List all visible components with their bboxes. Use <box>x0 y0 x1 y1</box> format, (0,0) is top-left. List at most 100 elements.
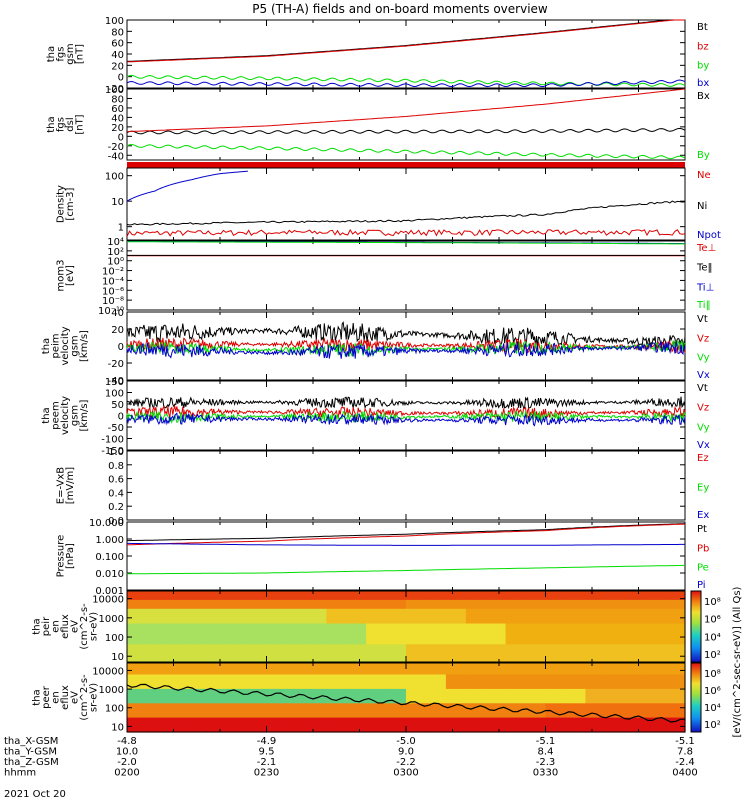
spectrogram-cell <box>585 694 606 699</box>
spectrogram-cell <box>665 717 686 722</box>
spectrogram-cell <box>366 653 387 657</box>
legend-entry: Vx <box>697 370 710 381</box>
spectrogram-cell <box>505 653 527 657</box>
spectrogram-cell <box>246 729 268 733</box>
spectrogram-cell <box>186 644 208 648</box>
spectrogram-cell <box>127 720 148 724</box>
spectrogram-cell <box>605 671 626 676</box>
spectrogram-cell <box>366 677 387 681</box>
series-bz <box>126 19 685 63</box>
spectrogram-cell <box>286 617 307 622</box>
spectrogram-cell <box>565 650 586 654</box>
spectrogram-cell <box>665 671 686 676</box>
spectrogram-cell <box>146 647 168 651</box>
series-Ni <box>126 200 686 226</box>
spectrogram-cell <box>445 608 467 613</box>
spectrogram-cell <box>665 638 686 642</box>
spectrogram-cell <box>645 709 666 713</box>
spectrogram-cell <box>505 611 527 616</box>
spectrogram-cell <box>127 659 148 663</box>
spectrogram-cell <box>306 683 327 687</box>
spectrogram-cell <box>485 720 507 724</box>
spectrogram-cell <box>645 591 666 595</box>
spectrogram-cell <box>605 602 626 607</box>
spectrogram-cell <box>665 605 686 610</box>
spectrogram-cell <box>406 726 427 730</box>
spectrogram-cell <box>186 602 208 607</box>
spectrogram-cell <box>585 668 606 673</box>
legend-entry: Pb <box>697 543 709 554</box>
legend-entry: By <box>697 150 710 161</box>
ephemeris-value: 0200 <box>114 768 139 779</box>
spectrogram-cell <box>127 656 148 660</box>
spectrogram-cell <box>445 620 467 625</box>
spectrogram-cell <box>266 617 287 622</box>
ephemeris-value: -5.1 <box>675 736 695 747</box>
spectrogram-cell <box>186 623 208 628</box>
spectrogram-cell <box>425 591 447 595</box>
spectrogram-cell <box>326 591 347 595</box>
spectrogram-cell <box>346 641 367 645</box>
spectrogram-cell <box>485 714 507 719</box>
spectrogram-cell <box>346 647 367 651</box>
spectrogram-cell <box>625 694 646 699</box>
spectrogram-cell <box>545 674 566 678</box>
spectrogram-cell <box>226 620 248 625</box>
spectrogram-cell <box>306 668 327 673</box>
spectrogram-cell <box>326 650 347 654</box>
spectrogram-cell <box>585 706 606 710</box>
spectrogram-cell <box>366 694 387 699</box>
spectrogram-cell <box>206 697 228 701</box>
y-tick-label: 50 <box>111 400 124 411</box>
spectrogram-cell <box>146 677 168 681</box>
spectrogram-cell <box>505 694 527 699</box>
spectrogram-cell <box>645 617 666 622</box>
spectrogram-cell <box>146 711 168 716</box>
spectrogram-cell <box>406 723 427 727</box>
spectrogram-cell <box>386 594 407 598</box>
spectrogram-cell <box>645 659 666 663</box>
spectrogram-cell <box>645 700 666 704</box>
spectrogram-cell <box>306 691 327 696</box>
spectrogram-cell <box>525 623 547 628</box>
series-Vy <box>126 339 686 358</box>
spectrogram-cell <box>485 677 507 681</box>
y-tick-label: 0.4 <box>108 488 124 499</box>
spectrogram-cell <box>166 594 188 598</box>
spectrogram-cell <box>386 614 407 619</box>
spectrogram-cell <box>286 594 307 598</box>
spectrogram-cell <box>286 644 307 648</box>
spectrogram-cell <box>425 726 447 730</box>
spectrogram-cell <box>645 680 666 684</box>
spectrogram-cell <box>366 683 387 687</box>
spectrogram-cell <box>226 605 248 610</box>
spectrogram-cell <box>406 650 427 654</box>
spectrogram-cell <box>386 677 407 681</box>
spectrogram-cell <box>326 697 347 701</box>
spectrogram-cell <box>605 720 626 724</box>
colorbar <box>690 590 702 663</box>
spectrogram-cell <box>565 653 586 657</box>
spectrogram-cell <box>425 629 447 634</box>
spectrogram-cell <box>625 602 646 607</box>
spectrogram-cell <box>146 688 168 693</box>
spectrogram-cell <box>286 674 307 678</box>
spectrogram-cell <box>186 720 208 724</box>
spectrogram-cell <box>246 686 268 690</box>
spectrogram-cell <box>346 629 367 634</box>
spectrogram-cell <box>645 688 666 693</box>
spectrogram-cell <box>485 729 507 733</box>
spectrogram-cell <box>246 663 268 667</box>
y-axis-label: gsm <box>70 335 81 356</box>
spectrogram-cell <box>206 691 228 696</box>
spectrogram-cell <box>665 691 686 696</box>
spectrogram-cell <box>406 711 427 716</box>
legend-entry: Vx <box>697 440 710 451</box>
spectrogram-cell <box>545 691 566 696</box>
y-tick-label: 0.8 <box>108 461 124 472</box>
spectrogram-cell <box>525 697 547 701</box>
spectrogram-cell <box>246 674 268 678</box>
spectrogram-cell <box>386 711 407 716</box>
spectrogram-cell <box>425 614 447 619</box>
spectrogram-cell <box>505 641 527 645</box>
